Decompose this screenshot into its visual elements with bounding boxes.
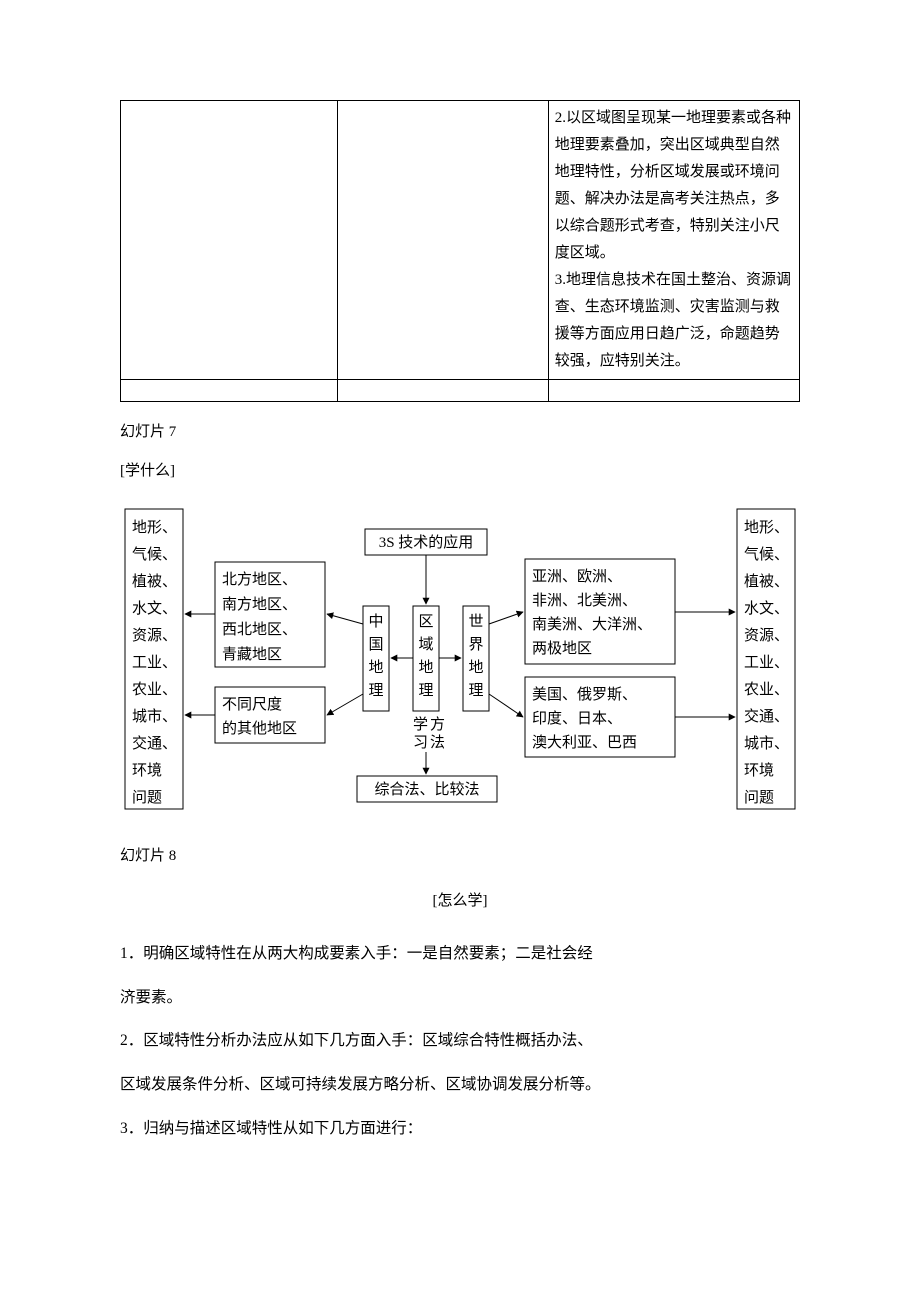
right-bot-l2: 印度、日本、 (532, 710, 622, 727)
far-box-item: 水文、 (744, 600, 789, 617)
right-bot-l3: 澳大利亚、巴西 (532, 734, 637, 751)
top-table-cell-b2 (338, 380, 548, 402)
arrow-cn-lb (327, 694, 363, 715)
far-box-item: 工业、 (132, 654, 177, 671)
body-p2: 济要素。 (120, 980, 800, 1016)
body-p3: 2．区域特性分析办法应从如下几方面入手：区域综合特性概括办法、 (120, 1023, 800, 1059)
learn-a: 学 (413, 716, 428, 733)
center-right-c4: 理 (468, 683, 483, 699)
center-mid-c4: 理 (418, 683, 433, 699)
far-box-item: 气候、 (744, 546, 789, 563)
far-box-item: 植被、 (132, 573, 177, 590)
far-box-item: 地形、 (744, 519, 789, 536)
far-box-item: 问题 (132, 789, 162, 806)
bottom-method-text: 综合法、比较法 (374, 780, 479, 798)
slide-7-caption: 幻灯片 7 (120, 420, 800, 441)
left-top-l2: 南方地区、 (222, 596, 297, 613)
slide-8-caption: 幻灯片 8 (120, 844, 800, 865)
right-top-l2: 非洲、北美洲、 (532, 592, 637, 609)
far-box-item: 资源、 (744, 627, 789, 644)
top-table-row-1: 2.以区域图呈现某一地理要素或各种地理要素叠加，突出区域典型自然地理特性，分析区… (121, 101, 800, 380)
left-bot-l2: 的其他地区 (222, 720, 297, 737)
arrow-world-rb (489, 694, 523, 717)
slide-7-label: [学什么] (120, 459, 800, 480)
far-box-item: 植被、 (744, 573, 789, 590)
center-right-c3: 地 (468, 659, 483, 676)
center-left-c4: 理 (368, 683, 383, 699)
center-mid-c1: 区 (418, 614, 433, 630)
far-box-item: 农业、 (132, 681, 177, 698)
far-box-item: 农业、 (744, 681, 789, 698)
top-table-cell-a2 (121, 380, 338, 402)
top-table-row-2 (121, 380, 800, 402)
learn-c: 习 (413, 735, 428, 751)
far-box-item: 资源、 (132, 627, 177, 644)
center-right-c1: 世 (468, 613, 483, 630)
slide-8-label: [怎么学] (120, 889, 800, 910)
far-box-item: 交通、 (744, 707, 789, 725)
arrow-world-rt (489, 612, 523, 624)
body-p1: 1．明确区域特性在从两大构成要素入手：一是自然要素；二是社会经 (120, 936, 800, 972)
right-top-l1: 亚洲、欧洲、 (532, 568, 622, 585)
right-top-l3: 南美洲、大洋洲、 (532, 616, 652, 633)
far-box-item: 城市、 (744, 735, 789, 752)
far-box-item: 工业、 (744, 654, 789, 671)
center-mid-c3: 地 (418, 659, 433, 676)
top-3s-text: 3S 技术的应用 (379, 533, 474, 551)
left-top-l4: 青藏地区 (222, 646, 282, 663)
far-box-item: 环境 (132, 761, 162, 779)
far-box-item: 水文、 (132, 600, 177, 617)
diagram-svg: 地形、气候、植被、水文、资源、工业、农业、城市、交通、环境问题 地形、气候、植被… (120, 504, 800, 824)
learn-b: 方 (430, 716, 445, 733)
far-box-item: 城市、 (132, 708, 177, 725)
center-left-c1: 中 (368, 613, 383, 630)
left-top-l3: 西北地区、 (222, 621, 297, 638)
concept-diagram: 地形、气候、植被、水文、资源、工业、农业、城市、交通、环境问题 地形、气候、植被… (120, 504, 800, 824)
far-box-item: 地形、 (132, 519, 177, 536)
center-right-c2: 界 (468, 637, 483, 653)
right-top-l4: 两极地区 (532, 640, 592, 657)
learn-d: 法 (430, 734, 445, 751)
left-top-l1: 北方地区、 (222, 571, 297, 588)
body-p5: 3．归纳与描述区域特性从如下几方面进行： (120, 1111, 800, 1147)
top-table: 2.以区域图呈现某一地理要素或各种地理要素叠加，突出区域典型自然地理特性，分析区… (120, 100, 800, 402)
top-table-cell-a1 (121, 101, 338, 380)
top-table-cell-c1: 2.以区域图呈现某一地理要素或各种地理要素叠加，突出区域典型自然地理特性，分析区… (548, 101, 799, 380)
far-box-item: 环境 (744, 761, 774, 779)
far-box-item: 气候、 (132, 546, 177, 563)
top-table-cell-b1 (338, 101, 548, 380)
center-left-c3: 地 (368, 659, 383, 676)
far-box-item: 问题 (744, 789, 774, 806)
right-bot-l1: 美国、俄罗斯、 (532, 686, 637, 703)
body-p4: 区域发展条件分析、区域可持续发展方略分析、区域协调发展分析等。 (120, 1067, 800, 1103)
center-left-c2: 国 (368, 636, 383, 653)
left-bot-l1: 不同尺度 (222, 696, 282, 713)
arrow-cn-lt (327, 614, 363, 624)
center-mid-c2: 域 (418, 636, 433, 653)
top-table-cell-c2 (548, 380, 799, 402)
far-box-item: 交通、 (132, 734, 177, 752)
